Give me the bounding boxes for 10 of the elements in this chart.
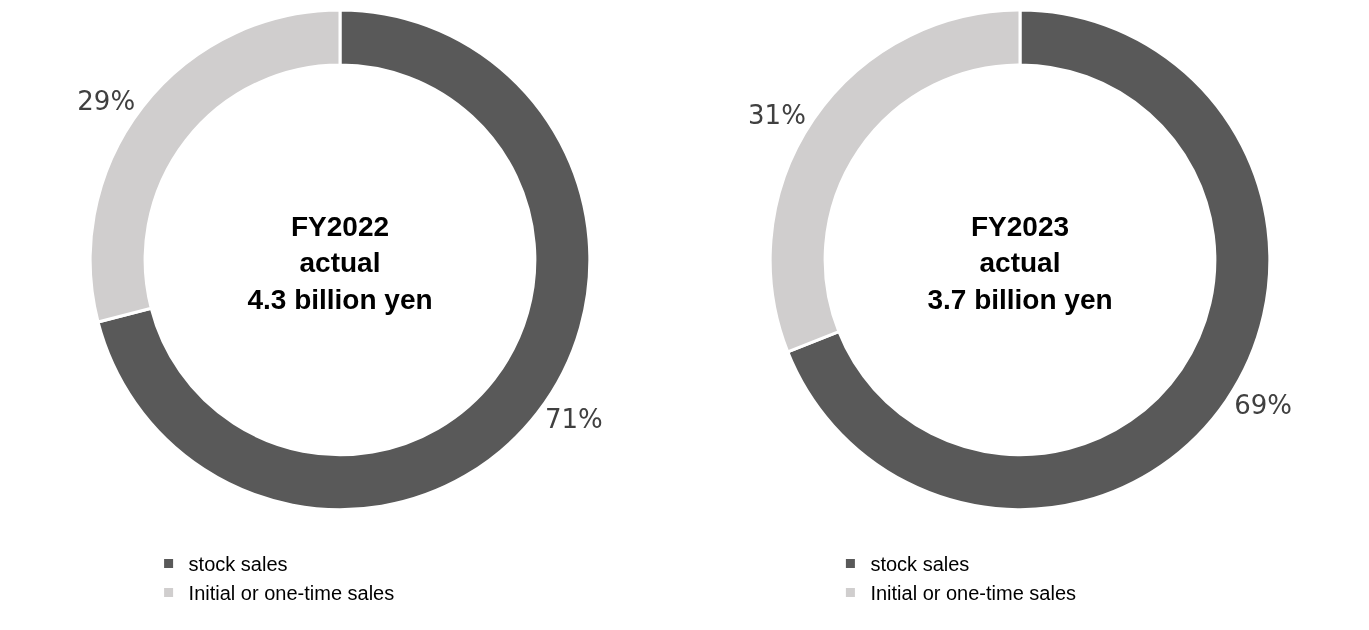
legend-label: Initial or one-time sales [870, 582, 1077, 605]
data-label: 71% [544, 403, 603, 434]
text: FY2022 actual 4.3 billion yen [247, 210, 433, 315]
legend-label: Initial or one-time sales [188, 582, 395, 605]
data-label: 69% [1234, 389, 1292, 420]
legend-label: stock sales [870, 553, 970, 576]
text: FY2023 actual 3.7 billion yen [927, 210, 1113, 315]
legend-label: stock sales [188, 553, 288, 576]
data-label: 31% [748, 99, 806, 130]
data-label: 29% [77, 86, 136, 117]
